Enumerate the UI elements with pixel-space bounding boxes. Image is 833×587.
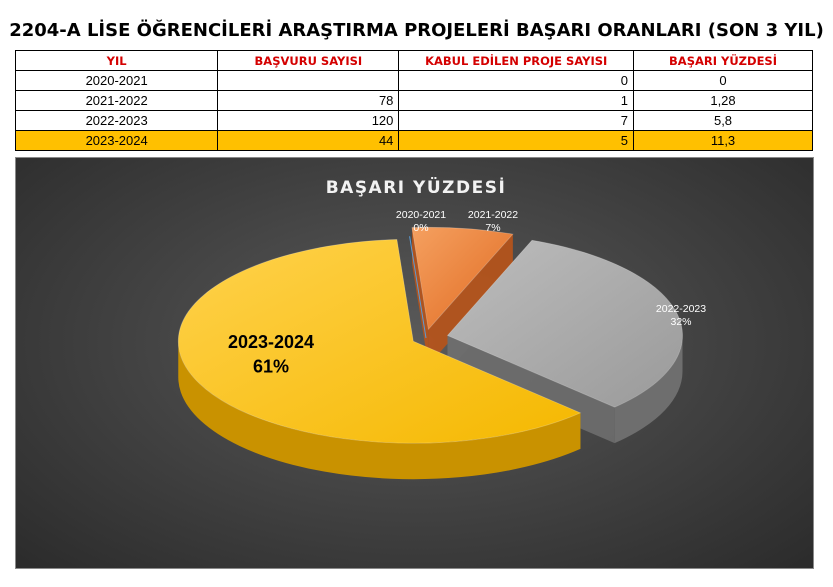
slice-wall (178, 341, 581, 480)
header-year: YIL (14, 50, 219, 71)
cell-year: 2020-2021 (14, 70, 219, 91)
header-success: BAŞARI YÜZDESİ (633, 50, 813, 71)
slice-wall (614, 335, 683, 444)
cell-accepted: 7 (398, 110, 635, 131)
table-row-highlighted: 2023-2024 44 5 11,3 (14, 130, 813, 151)
slice-percent-label: 7% (485, 222, 500, 234)
cell-applications: 78 (217, 90, 400, 111)
slice-percent-label: 32% (670, 316, 691, 328)
cell-accepted: 5 (398, 130, 635, 151)
cell-applications: 44 (217, 130, 400, 151)
slice-percent-label: 61% (253, 356, 289, 376)
slice-cut (411, 227, 429, 366)
table-row: 2022-2023 120 7 5,8 (14, 110, 813, 131)
chart-panel: BAŞARI YÜZDESİ 2020-2021 0% 2021-2022 7% 202… (15, 157, 814, 569)
table-row: 2020-2021 0 0 (14, 70, 813, 91)
slice-cut (428, 234, 513, 366)
table-row: 2021-2022 78 1 1,28 (14, 90, 813, 111)
slice-2023-2024 (177, 239, 582, 444)
cell-success: 11,3 (633, 130, 813, 151)
slice-side-2021-2022 (411, 227, 513, 366)
cell-success: 1,28 (633, 90, 813, 111)
header-applications: BAŞVURU SAYISI (217, 50, 400, 71)
slice-category-label: 2023-2024 (228, 332, 314, 352)
header-accepted: KABUL EDİLEN PROJE SAYISI (398, 50, 635, 71)
slice-category-label: 2020-2021 (396, 209, 446, 221)
cell-applications: 120 (217, 110, 400, 131)
slice-2021-2022 (411, 226, 514, 331)
slice-2020-2021 (409, 236, 427, 339)
cell-year: 2022-2023 (14, 110, 219, 131)
slice-percent-label: 0% (413, 222, 428, 234)
cell-accepted: 1 (398, 90, 635, 111)
success-table: YIL BAŞVURU SAYISI KABUL EDİLEN PROJE SA… (14, 50, 813, 151)
slice-2022-2023 (446, 239, 683, 408)
cell-applications (217, 70, 400, 91)
cell-accepted: 0 (398, 70, 635, 91)
slice-category-label: 2022-2023 (656, 303, 706, 315)
page-title: 2204-A LİSE ÖĞRENCİLERİ ARAŞTIRMA PROJEL… (9, 20, 824, 41)
chart-title: BAŞARI YÜZDESİ (326, 176, 507, 198)
cell-success: 0 (633, 70, 813, 91)
cell-success: 5,8 (633, 110, 813, 131)
table-header-row: YIL BAŞVURU SAYISI KABUL EDİLEN PROJE SA… (14, 50, 813, 71)
cell-year: 2021-2022 (14, 90, 219, 111)
slice-category-label: 2021-2022 (468, 209, 518, 221)
cell-year: 2023-2024 (14, 130, 219, 151)
